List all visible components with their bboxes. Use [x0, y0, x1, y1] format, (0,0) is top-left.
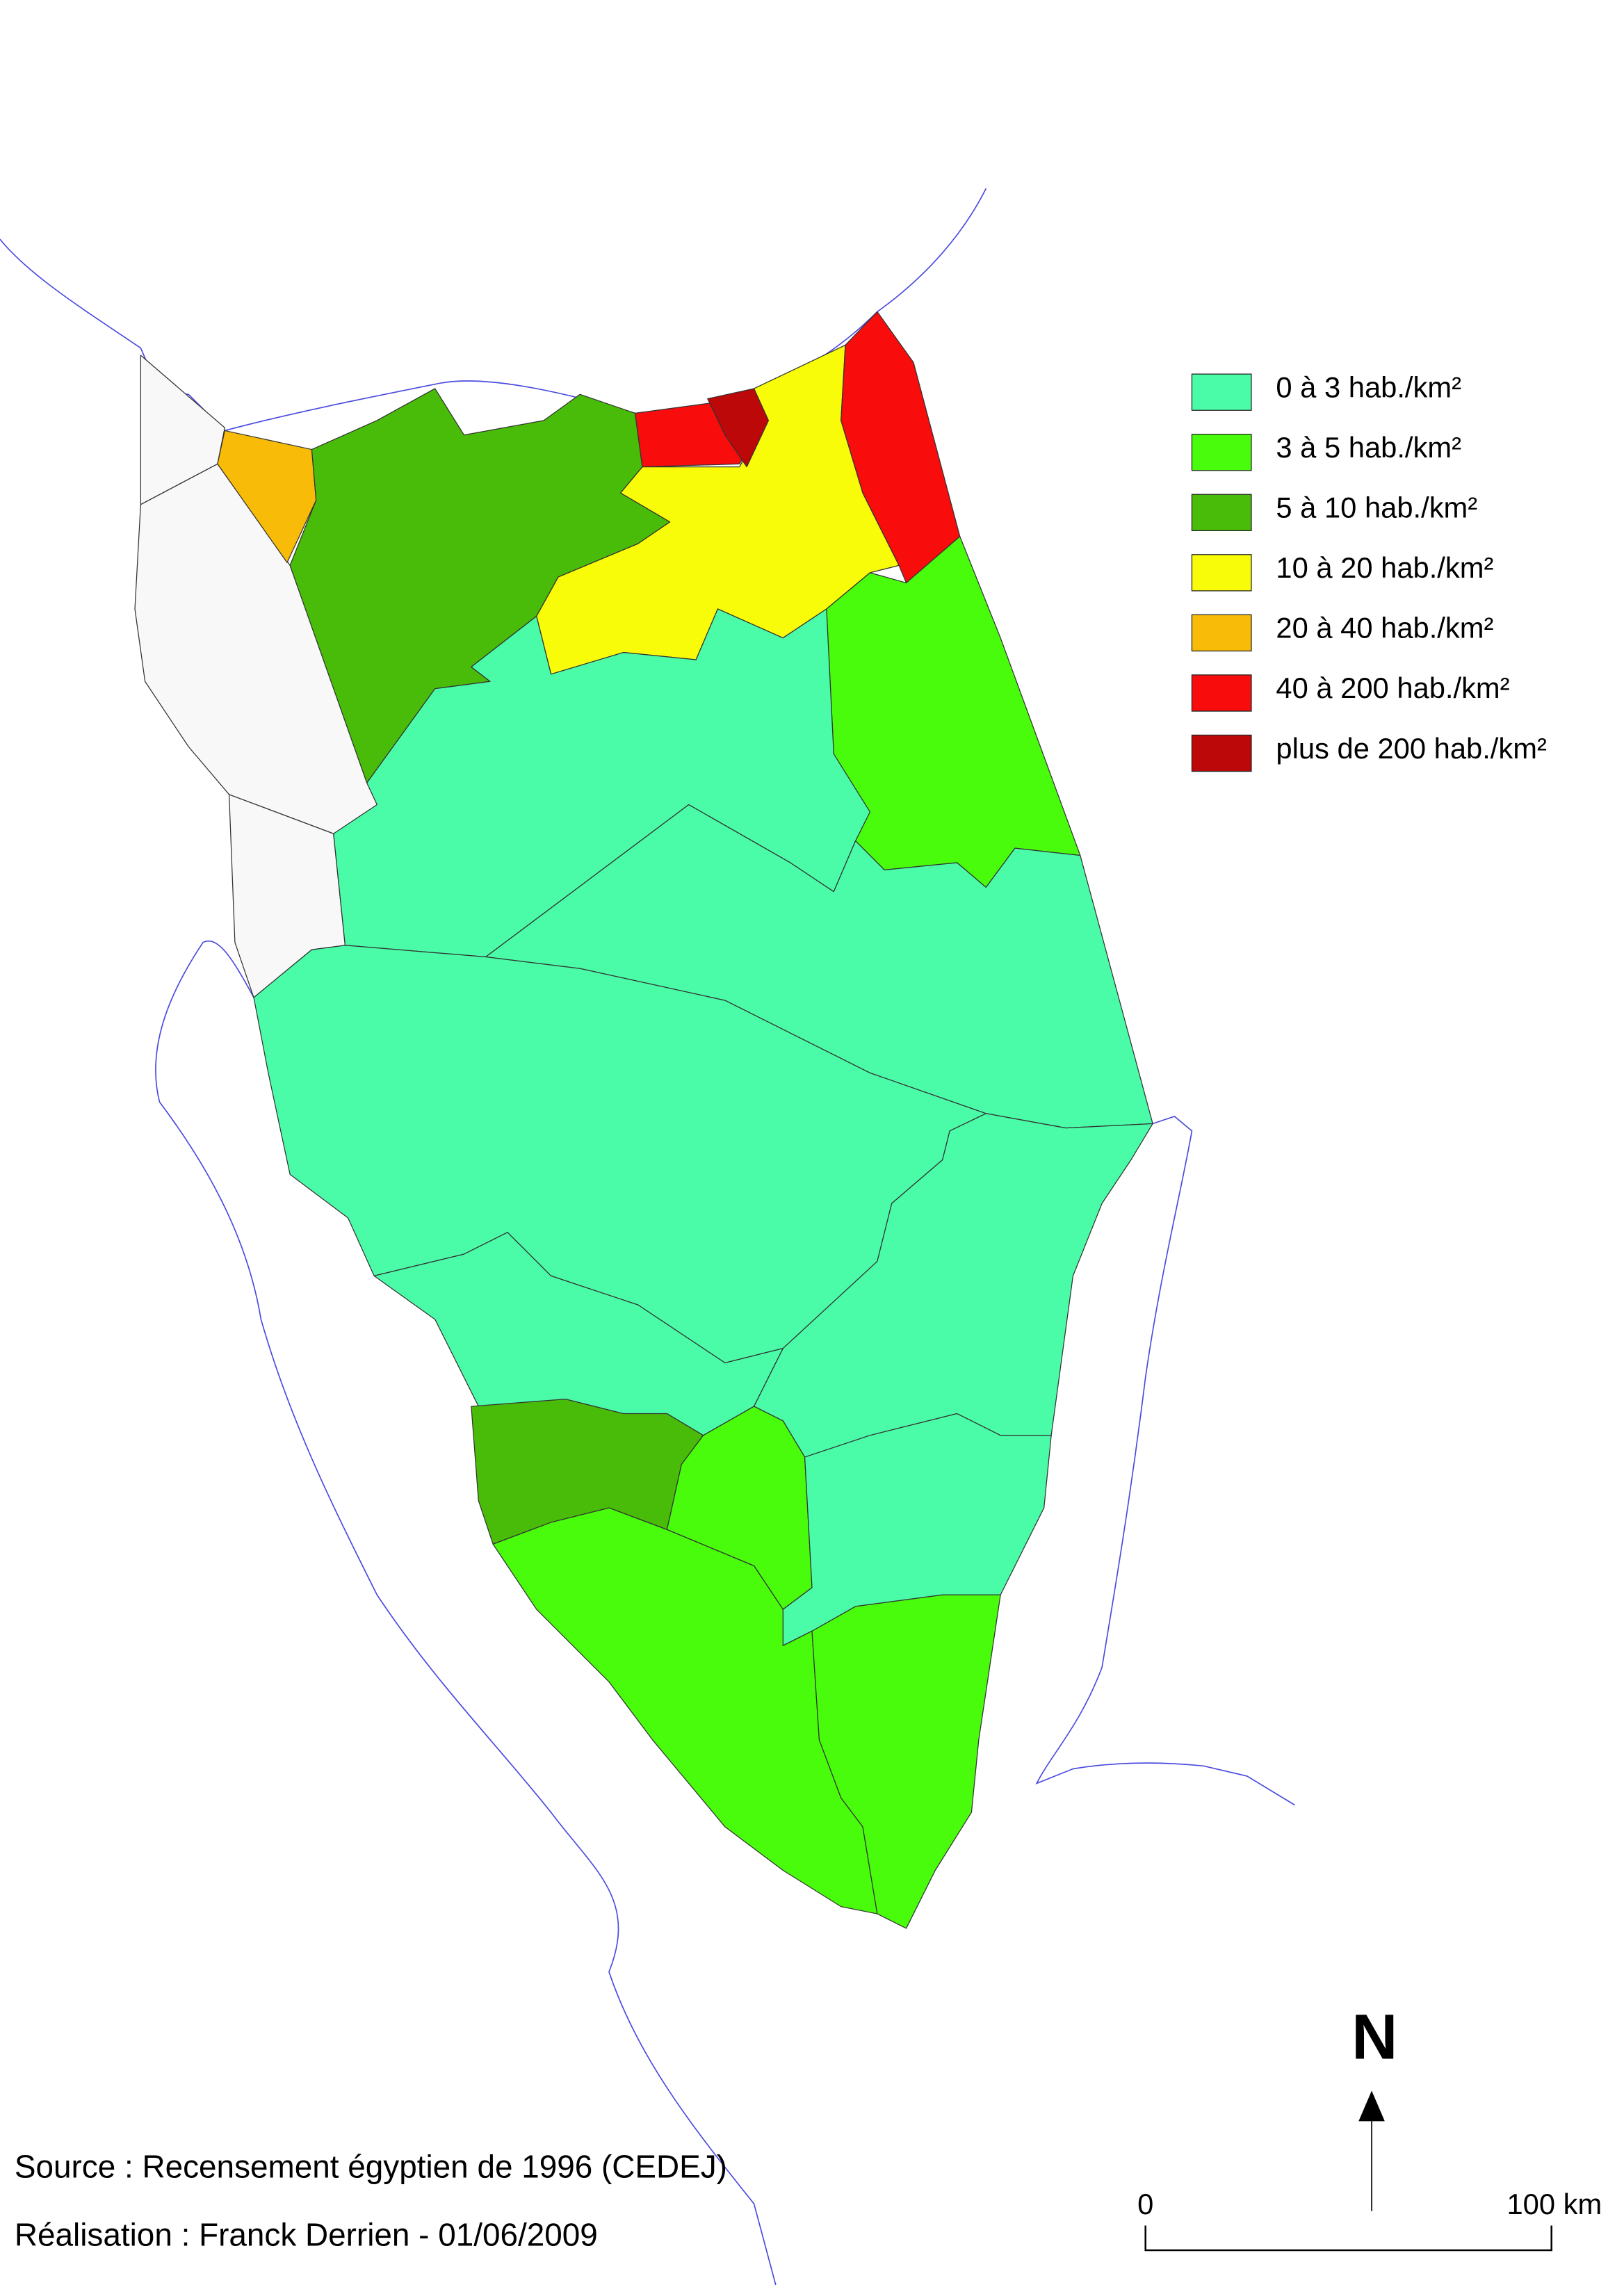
region-3-5	[811, 1594, 1001, 1929]
legend-swatch	[1191, 734, 1252, 772]
legend-label: plus de 200 hab./km²	[1276, 732, 1547, 765]
legend-swatch	[1191, 674, 1252, 712]
legend: 0 à 3 hab./km² 3 à 5 hab./km² 5 à 10 hab./…	[1191, 371, 1547, 772]
legend-swatch	[1191, 373, 1252, 411]
north-label: N	[1351, 2002, 1397, 2073]
legend-label: 20 à 40 hab./km²	[1276, 612, 1493, 644]
north-arrow: N	[1351, 2002, 1397, 2211]
legend-label: 40 à 200 hab./km²	[1276, 672, 1509, 704]
scale-start-label: 0	[1137, 2188, 1153, 2220]
scale-end-label: 100 km	[1507, 2188, 1602, 2220]
region-over-200	[707, 388, 770, 468]
legend-swatch	[1191, 434, 1252, 471]
scale-bar: 0 100 km	[1137, 2188, 1602, 2252]
legend-label: 5 à 10 hab./km²	[1276, 491, 1477, 524]
regions	[134, 311, 1153, 1929]
legend-swatch	[1191, 554, 1252, 592]
north-arrow-icon	[1358, 2090, 1385, 2122]
region-3-5	[826, 536, 1081, 888]
legend-label: 10 à 20 hab./km²	[1276, 551, 1493, 584]
legend-label: 3 à 5 hab./km²	[1276, 431, 1461, 464]
region-20-40	[217, 430, 317, 563]
source-text: Source : Recensement égyptien de 1996 (C…	[15, 2149, 727, 2185]
legend-swatch	[1191, 614, 1252, 652]
legend-swatch	[1191, 494, 1252, 531]
legend-label: 0 à 3 hab./km²	[1276, 371, 1461, 403]
credit-text: Réalisation : Franck Derrien - 01/06/200…	[15, 2217, 598, 2253]
